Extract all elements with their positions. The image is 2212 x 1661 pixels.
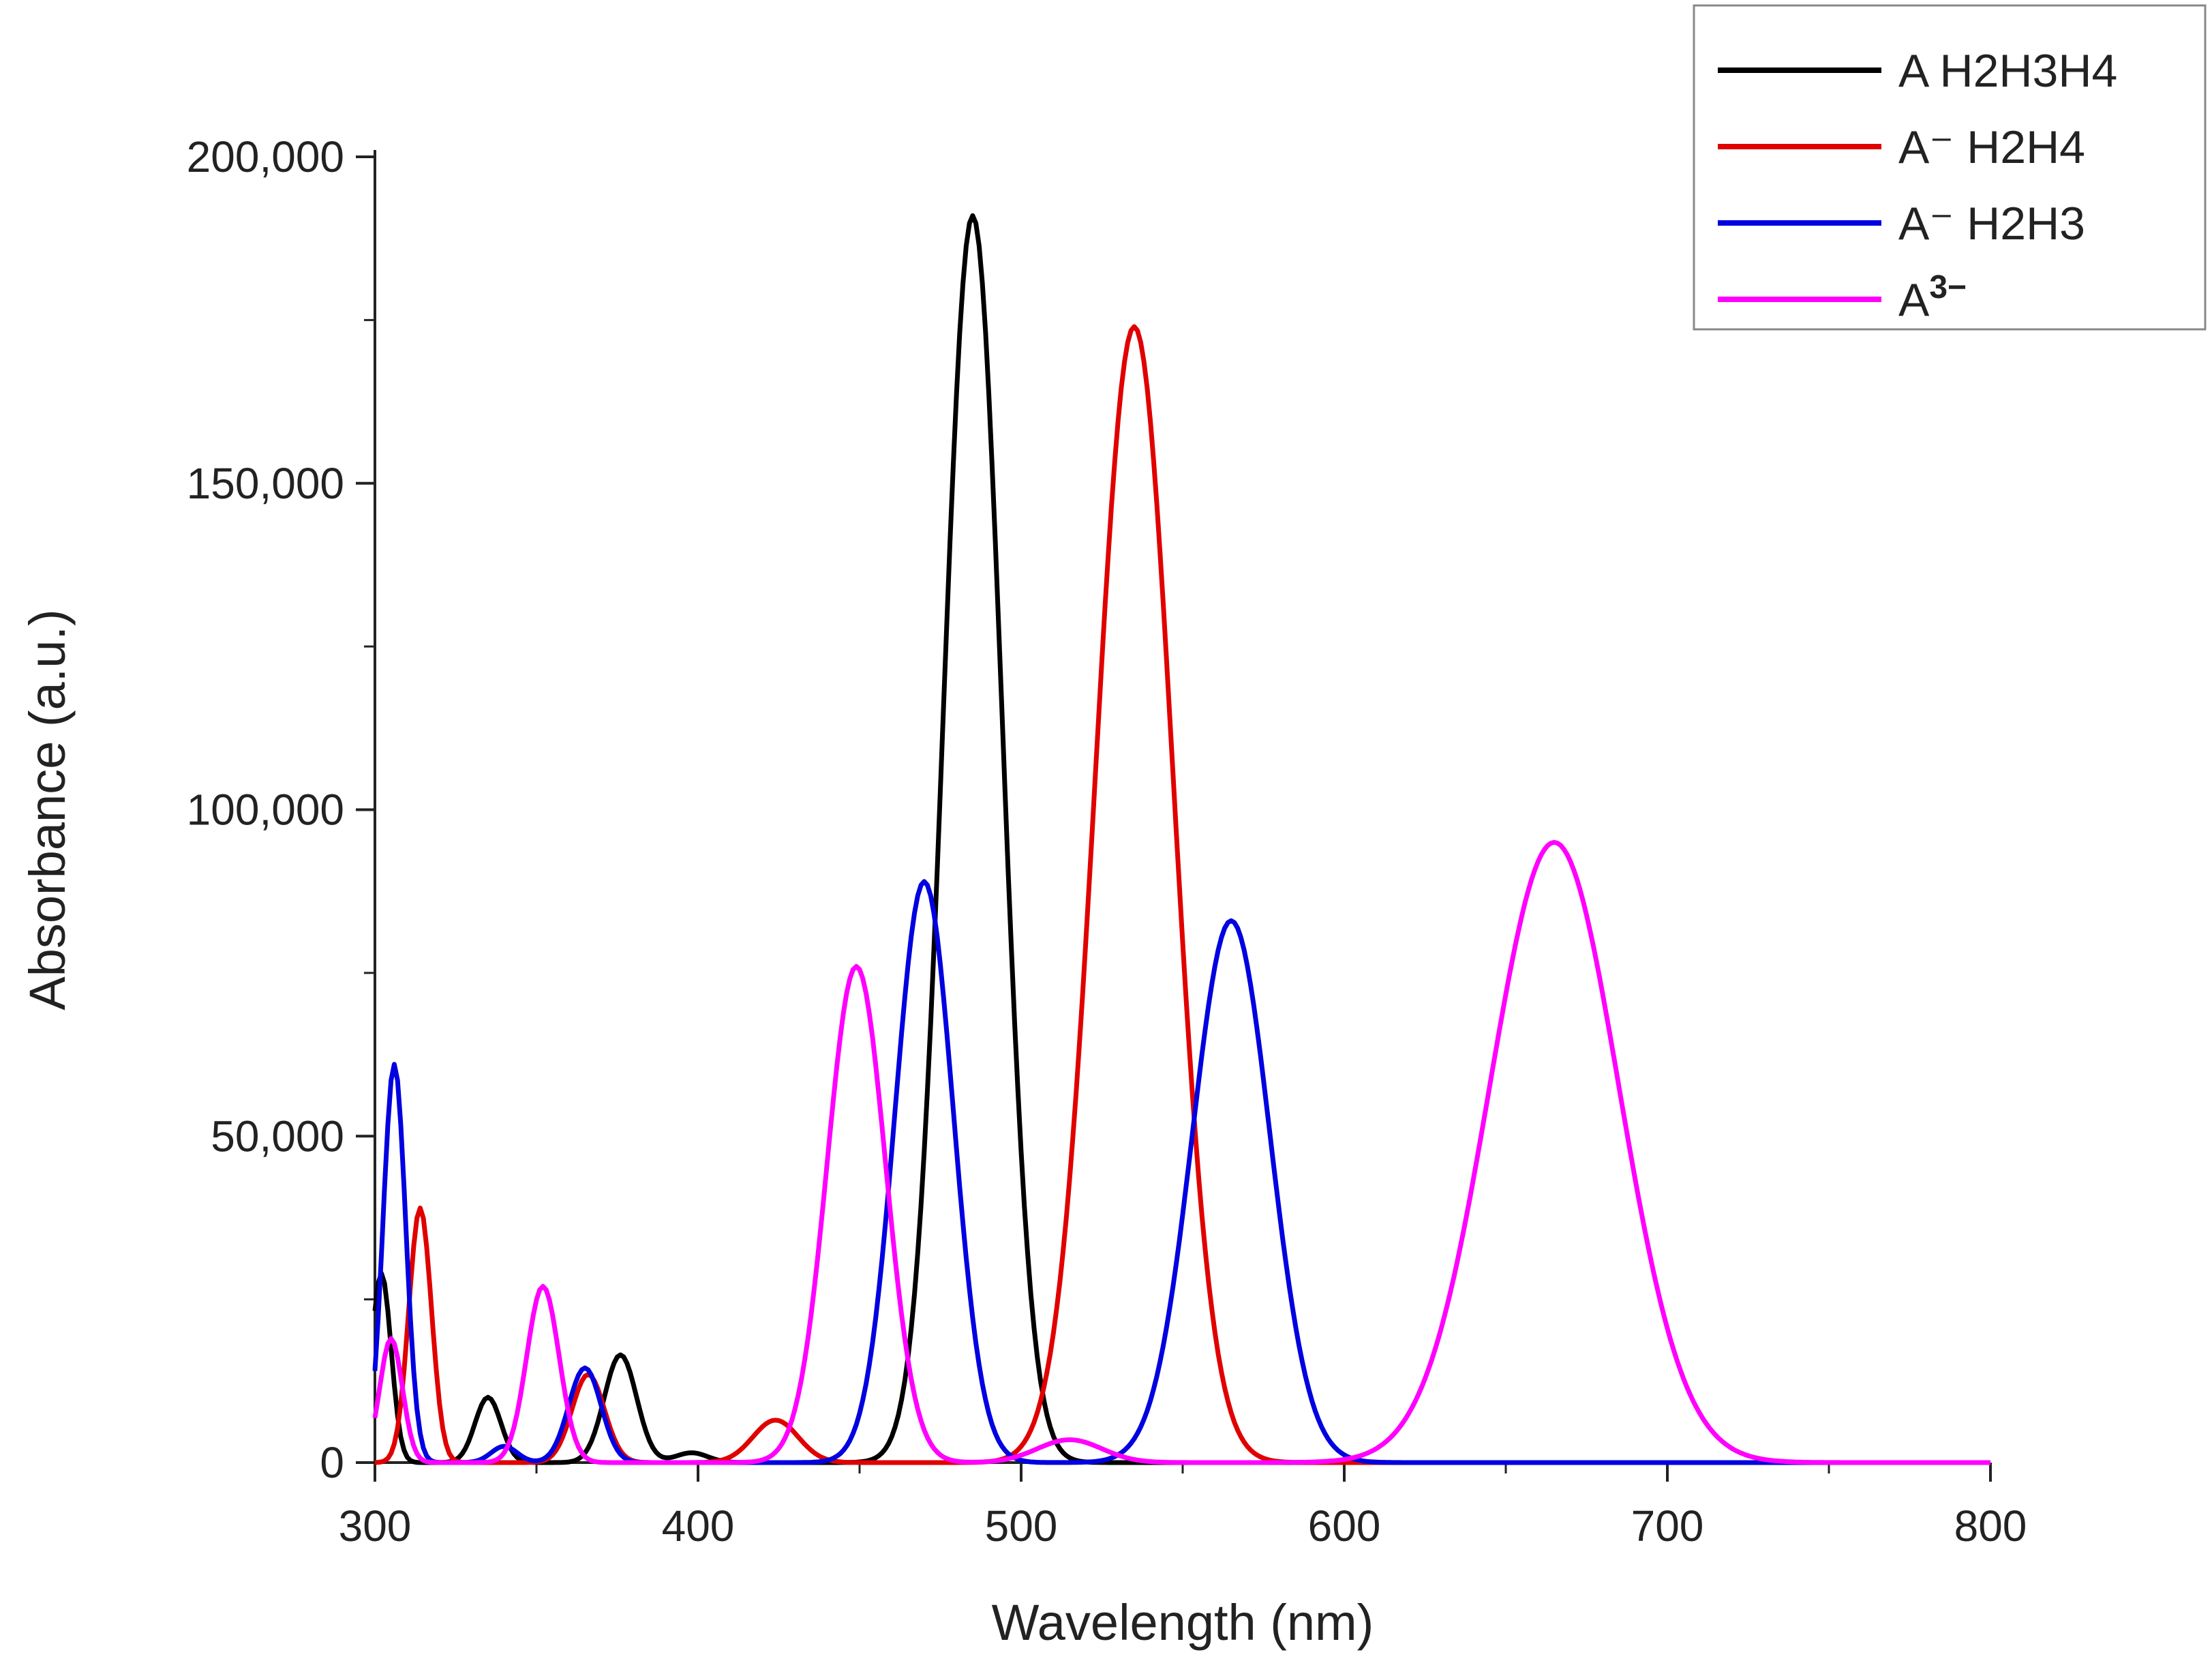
x-tick-label: 300: [339, 1501, 412, 1551]
y-tick-label: 200,000: [187, 132, 344, 181]
x-tick-label: 700: [1631, 1501, 1704, 1551]
axes: 300 400 500 600 700 800 0 50,000 100,000 150,000…: [187, 132, 2027, 1551]
legend-superscript: 3−: [1929, 269, 1967, 305]
x-axis-title: Wavelength (nm): [992, 1594, 1374, 1651]
x-tick-label: 400: [662, 1501, 735, 1551]
y-tick-label: 150,000: [187, 459, 344, 508]
y-ticks: 0 50,000 100,000 150,000 200,000: [187, 132, 375, 1487]
x-tick-label: 500: [985, 1501, 1058, 1551]
legend-label: A⁻ H2H3: [1898, 198, 2085, 250]
y-axis-title: Absorbance (a.u.): [19, 609, 76, 1010]
series-line-1: [372, 213, 1990, 1465]
y-tick-label: 50,000: [211, 1111, 344, 1161]
y-tick-label: 0: [320, 1438, 344, 1487]
legend-item: A⁻ H2H4: [1718, 121, 2085, 173]
x-ticks: 300 400 500 600 700 800: [339, 1463, 2027, 1551]
legend-item: A H2H3H4: [1718, 45, 2117, 97]
y-tick-label: 100,000: [187, 785, 344, 835]
x-tick-label: 800: [1954, 1501, 2027, 1551]
series-lines: [372, 213, 1990, 1465]
x-tick-label: 600: [1308, 1501, 1381, 1551]
legend-label: A⁻ H2H4: [1898, 121, 2085, 173]
series-line-2: [374, 324, 1990, 1465]
legend-label: A H2H3H4: [1898, 45, 2117, 97]
legend-item: A⁻ H2H3: [1718, 198, 2085, 250]
legend-box: [1693, 4, 2207, 331]
series-line-4: [372, 839, 1990, 1465]
